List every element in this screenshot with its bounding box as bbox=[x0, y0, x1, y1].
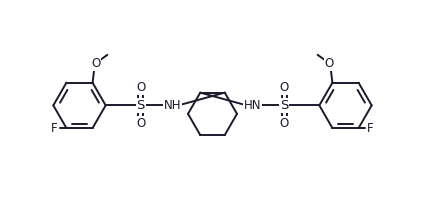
Text: F: F bbox=[51, 121, 58, 135]
Text: O: O bbox=[324, 57, 334, 70]
Text: S: S bbox=[136, 99, 145, 112]
Text: NH: NH bbox=[164, 99, 181, 112]
Text: O: O bbox=[280, 117, 289, 130]
Text: S: S bbox=[280, 99, 289, 112]
Text: O: O bbox=[91, 57, 101, 70]
Text: HN: HN bbox=[244, 99, 261, 112]
Text: O: O bbox=[136, 117, 145, 130]
Text: F: F bbox=[367, 121, 374, 135]
Text: O: O bbox=[280, 81, 289, 94]
Text: O: O bbox=[136, 81, 145, 94]
